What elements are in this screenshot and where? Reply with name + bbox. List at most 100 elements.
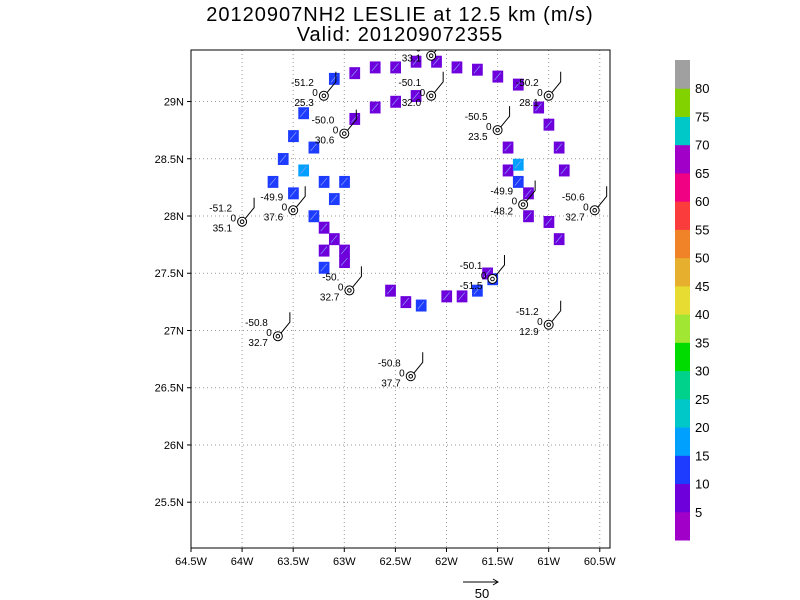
wind-cell xyxy=(369,101,381,114)
wind-cell xyxy=(385,284,396,297)
x-tick-label: 62.5W xyxy=(379,556,411,568)
wind-arrow xyxy=(310,143,318,152)
y-tick-label: 25.5N xyxy=(155,497,184,509)
dropsonde-label: -51.2 xyxy=(516,307,539,318)
wind-arrow xyxy=(310,212,318,220)
wind-cell xyxy=(288,187,299,200)
dropsonde-label: 0 xyxy=(399,368,405,379)
wind-cell xyxy=(318,175,330,188)
dropsonde-label: 12.9 xyxy=(519,327,539,338)
x-tick-label: 61W xyxy=(537,556,560,568)
wind-arrow xyxy=(412,57,420,66)
wind-arrow xyxy=(269,177,277,186)
wind-cell xyxy=(523,187,534,200)
dropsonde-center xyxy=(428,53,434,59)
wind-arrow xyxy=(417,301,425,310)
wind-cell xyxy=(472,63,483,76)
colorbar-swatch xyxy=(675,60,690,89)
chart-subtitle: Valid: 201209072355 xyxy=(296,24,504,46)
wind-cell xyxy=(410,55,422,68)
colorbar-label: 60 xyxy=(695,194,709,209)
wind-arrow xyxy=(560,166,568,175)
wind-arrow xyxy=(545,217,553,226)
wind-arrow xyxy=(514,160,522,169)
wind-barb xyxy=(495,254,505,277)
wind-arrow xyxy=(535,103,542,112)
wind-cell xyxy=(318,221,330,234)
wind-cell xyxy=(267,175,279,188)
wind-cell xyxy=(308,141,320,154)
colorbar-swatch xyxy=(675,398,690,428)
dropsonde-center xyxy=(520,202,526,207)
colorbar-swatch xyxy=(675,229,690,259)
dropsonde-center xyxy=(239,219,245,225)
wind-arrow xyxy=(458,292,466,301)
colorbar: 5 10 15 20 25 30 35 40 45 50 55 60 65 70 75 80 xyxy=(675,60,709,541)
x-tick-label: 61.5W xyxy=(482,556,514,568)
dropsonde-center xyxy=(428,93,434,99)
dropsonde-label: -49.9 xyxy=(490,187,513,198)
wind-barb xyxy=(597,186,608,208)
colorbar-swatch xyxy=(675,88,690,117)
dropsonde-label: 32.0 xyxy=(402,98,422,109)
colorbar-label: 45 xyxy=(695,279,709,294)
wind-cell xyxy=(512,158,524,171)
wind-arrow xyxy=(494,72,501,81)
dropsonde-center xyxy=(495,127,500,133)
wind-arrow xyxy=(340,246,348,255)
wind-cell xyxy=(558,164,570,177)
wind-cell xyxy=(512,78,524,91)
wind-arrow xyxy=(473,65,481,74)
wind-arrow xyxy=(340,177,348,186)
wind-cell xyxy=(451,61,463,74)
dropsonde-ring xyxy=(318,90,329,101)
wind-arrow xyxy=(386,286,394,295)
dropsonde-label: -50. xyxy=(322,272,339,283)
wind-cell xyxy=(308,210,320,223)
colorbar-swatch xyxy=(675,342,690,372)
dropsonde-ring xyxy=(237,216,248,227)
dropsonde-label: 0 xyxy=(333,126,339,137)
wind-cell xyxy=(298,107,310,120)
wind-arrow xyxy=(371,103,379,112)
y-tick-label: 27N xyxy=(164,325,184,337)
dropsonde-label: -50.5 xyxy=(465,112,488,123)
dropsonde-label: 30.6 xyxy=(315,136,335,147)
wind-cell xyxy=(339,244,350,257)
wind-arrow xyxy=(289,131,297,140)
colorbar-label: 30 xyxy=(695,364,709,379)
dropsonde-markers: 033.1-51.2025.3-50.1032.0-50.2028.1-50.0… xyxy=(209,50,608,389)
dropsonde-label: 0 xyxy=(282,202,288,213)
wind-barb xyxy=(551,300,562,323)
wind-arrow xyxy=(392,97,399,106)
wind-cell xyxy=(390,61,401,74)
dropsonde-ring xyxy=(426,50,437,61)
colorbar-label: 70 xyxy=(695,138,709,153)
dropsonde-label: 0 xyxy=(266,328,272,339)
wind-cell xyxy=(318,244,330,257)
dropsonde-label: 33.1 xyxy=(402,54,422,65)
dropsonde-label: 0 xyxy=(312,88,318,99)
dropsonde-label: -51.2 xyxy=(209,204,232,215)
wind-arrow xyxy=(555,234,563,243)
colorbar-swatch xyxy=(675,511,690,541)
dropsonde-label: -50.1 xyxy=(460,261,483,272)
wind-cell xyxy=(328,193,340,206)
dropsonde-ring xyxy=(543,319,554,330)
dropsonde-label: -50.1 xyxy=(398,78,421,89)
wind-arrow xyxy=(402,297,409,306)
colorbar-swatch xyxy=(675,201,690,230)
colorbar-swatch xyxy=(675,427,690,456)
dropsonde-ring xyxy=(518,199,529,210)
wind-cell xyxy=(441,290,453,303)
colorbar-label: 50 xyxy=(695,251,709,266)
wind-cell xyxy=(533,101,545,114)
wind-cell xyxy=(369,61,381,74)
wind-cell xyxy=(472,284,483,297)
x-tick-label: 64W xyxy=(231,556,254,568)
dropsonde-center xyxy=(546,93,551,99)
wind-cell xyxy=(431,55,442,68)
wind-cell xyxy=(328,233,340,246)
wind-arrow xyxy=(300,166,307,175)
wind-barb xyxy=(500,106,511,128)
